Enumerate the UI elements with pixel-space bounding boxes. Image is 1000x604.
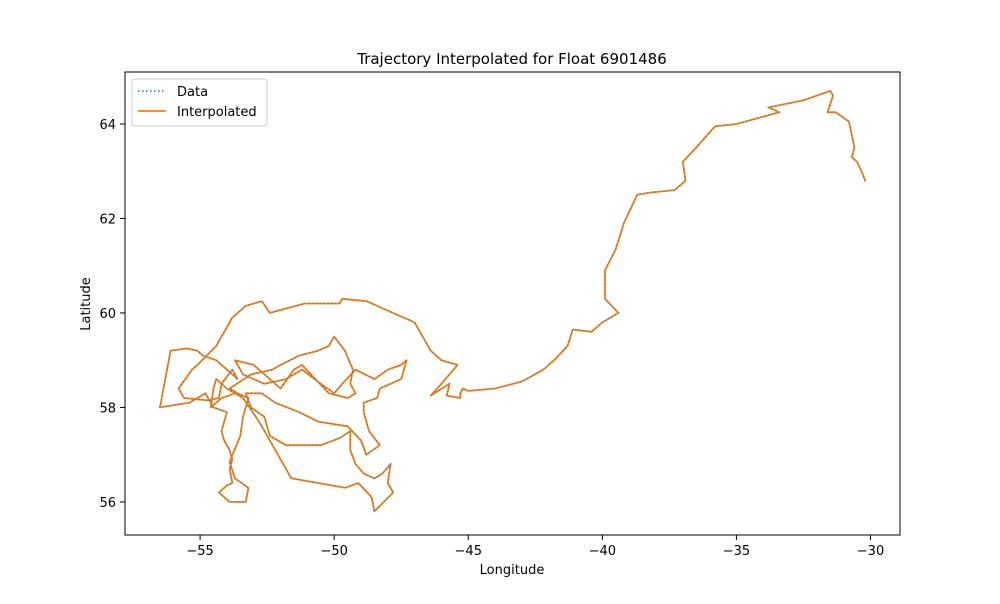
y-axis-label: Latitude [79,277,94,331]
axes-frame [124,71,901,536]
y-tick-label: 58 [99,401,116,416]
x-tick-label: −45 [455,544,482,559]
legend-interpolated-label: Interpolated [177,105,257,120]
y-tick-label: 62 [99,212,116,227]
chart-title: Trajectory Interpolated for Float 690148… [356,50,667,68]
series-data-line [159,90,866,513]
x-axis-ticks: −55 −50 −45 −40 −35 −30 [186,535,884,559]
x-tick-label: −55 [186,544,213,559]
y-tick-label: 60 [99,307,116,322]
x-tick-label: −40 [589,544,616,559]
y-axis-ticks: 56 58 60 62 64 [99,118,125,511]
y-tick-label: 56 [99,496,116,511]
legend: Data Interpolated [131,78,268,127]
legend-box [131,78,268,127]
y-tick-label: 64 [99,118,116,133]
legend-data-label: Data [177,85,208,100]
x-tick-label: −50 [320,544,347,559]
x-tick-label: −35 [723,544,750,559]
plot-area [158,90,866,513]
x-tick-label: −30 [857,544,884,559]
x-axis-label: Longitude [480,563,545,578]
